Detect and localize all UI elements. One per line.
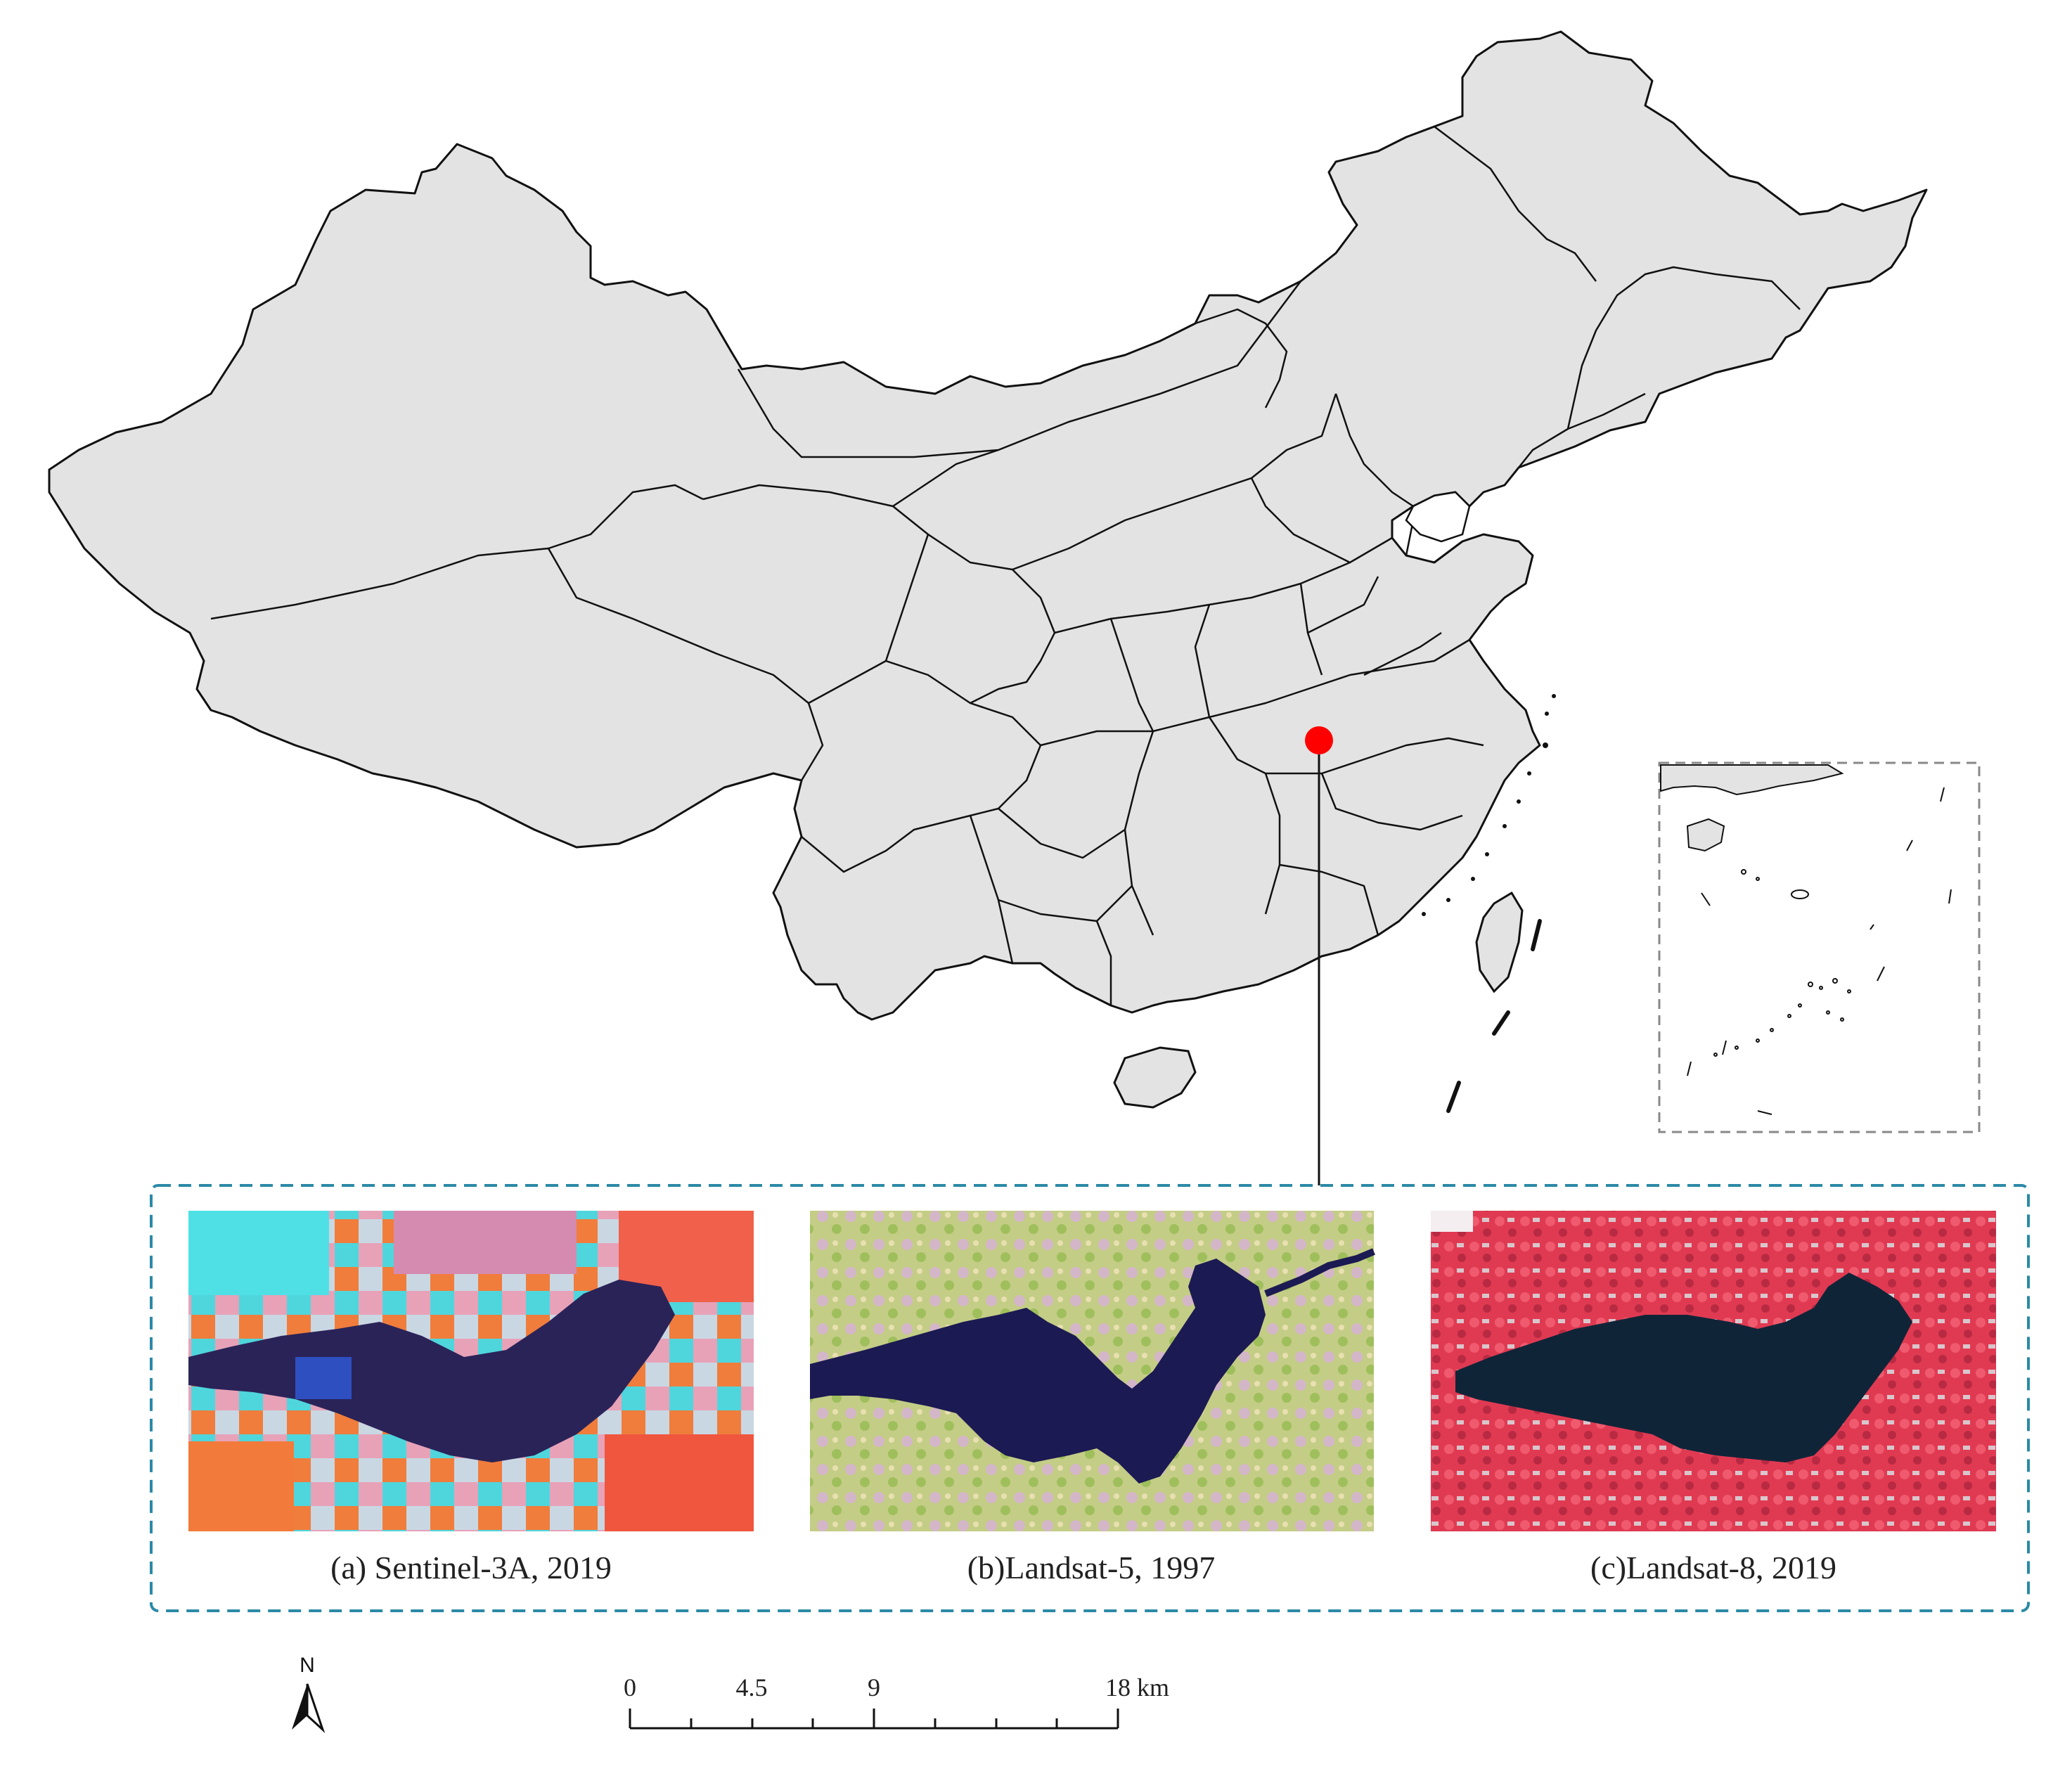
hainan-island (1113, 1046, 1197, 1109)
scale-label-9: 9 (868, 1673, 880, 1702)
landsat8-lake (1455, 1273, 1912, 1462)
landsat8-cloud (1431, 1211, 1473, 1232)
caption-c: (c)Landsat-8, 2019 (1590, 1550, 1836, 1585)
caption-b: (b)Landsat-5, 1997 (967, 1550, 1216, 1585)
panel-landsat-8: (c)Landsat-8, 2019 (1431, 1211, 1996, 1585)
panel-group-frame (150, 1184, 2030, 1612)
scale-bar-labels: 0 4.5 9 18 km (624, 1673, 1169, 1702)
landsat5-lake (810, 1259, 1266, 1484)
china-map (48, 30, 1928, 1185)
caption-a: (a) Sentinel-3A, 2019 (330, 1550, 612, 1585)
north-arrow: N (292, 1654, 326, 1734)
inset-hainan (1686, 818, 1725, 852)
taiwan-island (1475, 891, 1524, 993)
coastline-dots (1422, 694, 1556, 916)
sentinel-lake (188, 1280, 675, 1462)
scale-label-18-km: 18 km (1105, 1673, 1169, 1702)
north-arrow-label: N (300, 1654, 315, 1677)
north-arrow-right (306, 1683, 326, 1734)
china-mainland (48, 30, 1928, 1021)
coastal-islands (1446, 919, 1542, 1113)
inset-coastline (1660, 764, 1844, 796)
panel-landsat-5: (b)Landsat-5, 1997 (810, 1211, 1375, 1585)
south-china-sea-inset (1658, 761, 1981, 1133)
inset-frame (1658, 761, 1981, 1133)
scale-bar (629, 1709, 1119, 1730)
landsat5-river (1264, 1248, 1375, 1297)
study-site-marker (1305, 726, 1333, 754)
scale-label-0: 0 (624, 1673, 636, 1702)
sentinel-lake-highlight (295, 1357, 352, 1399)
inset-islands (1687, 787, 1952, 1115)
panel-sentinel-3a: (a) Sentinel-3A, 2019 (188, 1211, 754, 1585)
north-arrow-left (292, 1684, 307, 1730)
province-boundaries (210, 126, 1801, 1005)
bohai-sea-coast (1405, 491, 1471, 543)
scale-label-4-5: 4.5 (736, 1673, 768, 1702)
